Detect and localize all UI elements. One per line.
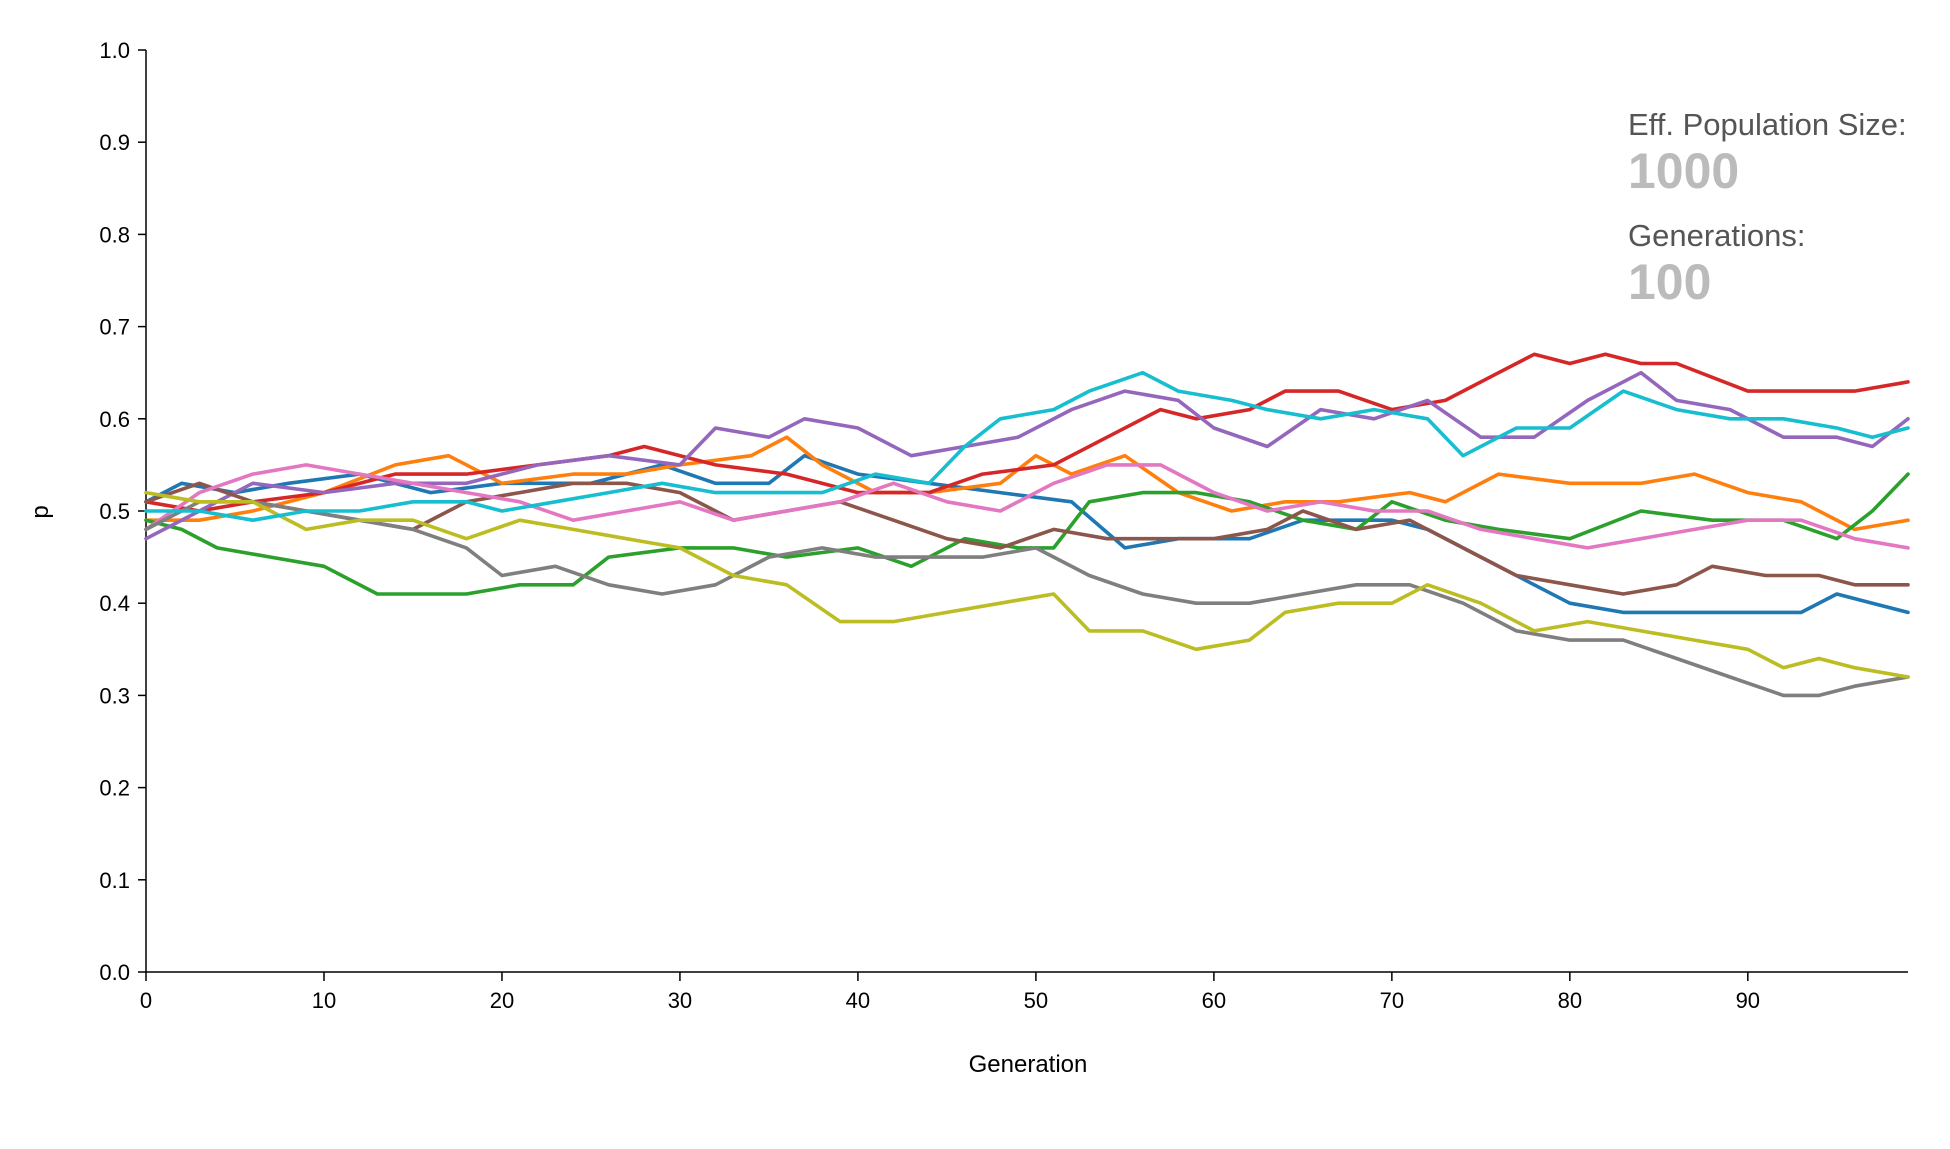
y-tick-label: 0.4 xyxy=(99,591,130,616)
series-line-4 xyxy=(144,352,1910,513)
series-line-6 xyxy=(144,481,1910,596)
series-line-7 xyxy=(144,463,1910,550)
series-line-10 xyxy=(144,370,1910,522)
info-panel: Eff. Population Size: 1000 Generations: … xyxy=(1628,107,1907,310)
series-line-8 xyxy=(144,500,1910,698)
plot-area xyxy=(144,352,1910,698)
y-tick-label: 0.6 xyxy=(99,407,130,432)
x-tick-label: 70 xyxy=(1380,988,1404,1013)
y-axis: 0.0 0.1 0.2 0.3 0.4 0.5 0.6 0.7 0.8 0.9 1.0 xyxy=(99,38,147,985)
x-tick-label: 40 xyxy=(846,988,870,1013)
y-tick-label: 0.8 xyxy=(99,222,130,247)
series-line-9 xyxy=(144,490,1910,679)
generations-label: Generations: xyxy=(1628,218,1806,253)
series-line-3 xyxy=(144,472,1910,596)
x-tick-label: 50 xyxy=(1024,988,1048,1013)
series-line-2 xyxy=(144,435,1910,532)
y-tick-label: 1.0 xyxy=(99,38,130,63)
y-tick-label: 0.7 xyxy=(99,315,130,340)
y-tick-label: 0.5 xyxy=(99,499,130,524)
x-tick-label: 20 xyxy=(490,988,514,1013)
y-tick-label: 0.9 xyxy=(99,130,130,155)
generations-value: 100 xyxy=(1628,254,1711,310)
population-size-label: Eff. Population Size: xyxy=(1628,107,1907,142)
x-tick-label: 90 xyxy=(1736,988,1760,1013)
x-tick-label: 60 xyxy=(1202,988,1226,1013)
x-axis-title: Generation xyxy=(969,1051,1088,1078)
y-tick-label: 0.1 xyxy=(99,868,130,893)
y-axis-title: p xyxy=(27,505,54,518)
population-size-value: 1000 xyxy=(1628,143,1739,199)
x-axis: 0 10 20 30 40 50 60 70 80 90 xyxy=(140,971,1908,1013)
y-tick-label: 0.0 xyxy=(99,960,130,985)
x-tick-label: 0 xyxy=(140,988,152,1013)
y-tick-label: 0.2 xyxy=(99,776,130,801)
x-tick-label: 10 xyxy=(312,988,336,1013)
series-line-5 xyxy=(144,370,1910,541)
y-tick-label: 0.3 xyxy=(99,683,130,708)
x-tick-label: 30 xyxy=(668,988,692,1013)
x-tick-label: 80 xyxy=(1558,988,1582,1013)
